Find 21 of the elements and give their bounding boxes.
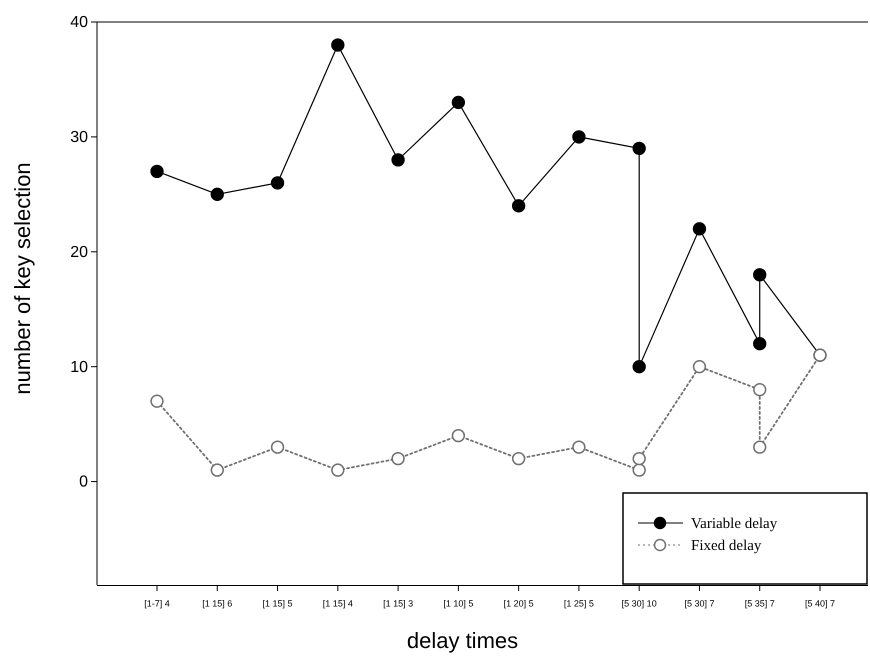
x-tick-label: [5 30] 10: [622, 598, 657, 609]
x-tick-label: [1 10] 5: [443, 598, 474, 609]
y-tick-label: 0: [79, 474, 88, 491]
x-tick-label: [1 15] 5: [262, 598, 293, 609]
x-tick-label: [1 15] 3: [383, 598, 414, 609]
y-tick-label: 40: [70, 14, 88, 32]
y-tick-label: 10: [70, 358, 88, 376]
x-tick-label: [1-7] 4: [144, 598, 170, 609]
x-axis-title: delay times: [406, 628, 518, 653]
x-tick-label: [1 15] 4: [322, 598, 353, 609]
x-tick-label: [5 40] 7: [804, 598, 836, 609]
y-axis-title: number of key selection: [10, 162, 35, 395]
x-tick-label: [1 15] 6: [202, 598, 232, 609]
legend-label: Fixed delay: [691, 538, 762, 554]
x-tick-label: [5 35] 7: [744, 598, 775, 609]
legend-label: Variable delay: [691, 516, 778, 532]
y-tick-label: 20: [70, 244, 88, 261]
x-tick-label: [1 20] 5: [504, 598, 534, 609]
x-tick-label: [1 25] 5: [564, 598, 594, 609]
y-tick-label: 30: [70, 129, 88, 146]
x-tick-label: [5 30] 7: [684, 598, 714, 609]
